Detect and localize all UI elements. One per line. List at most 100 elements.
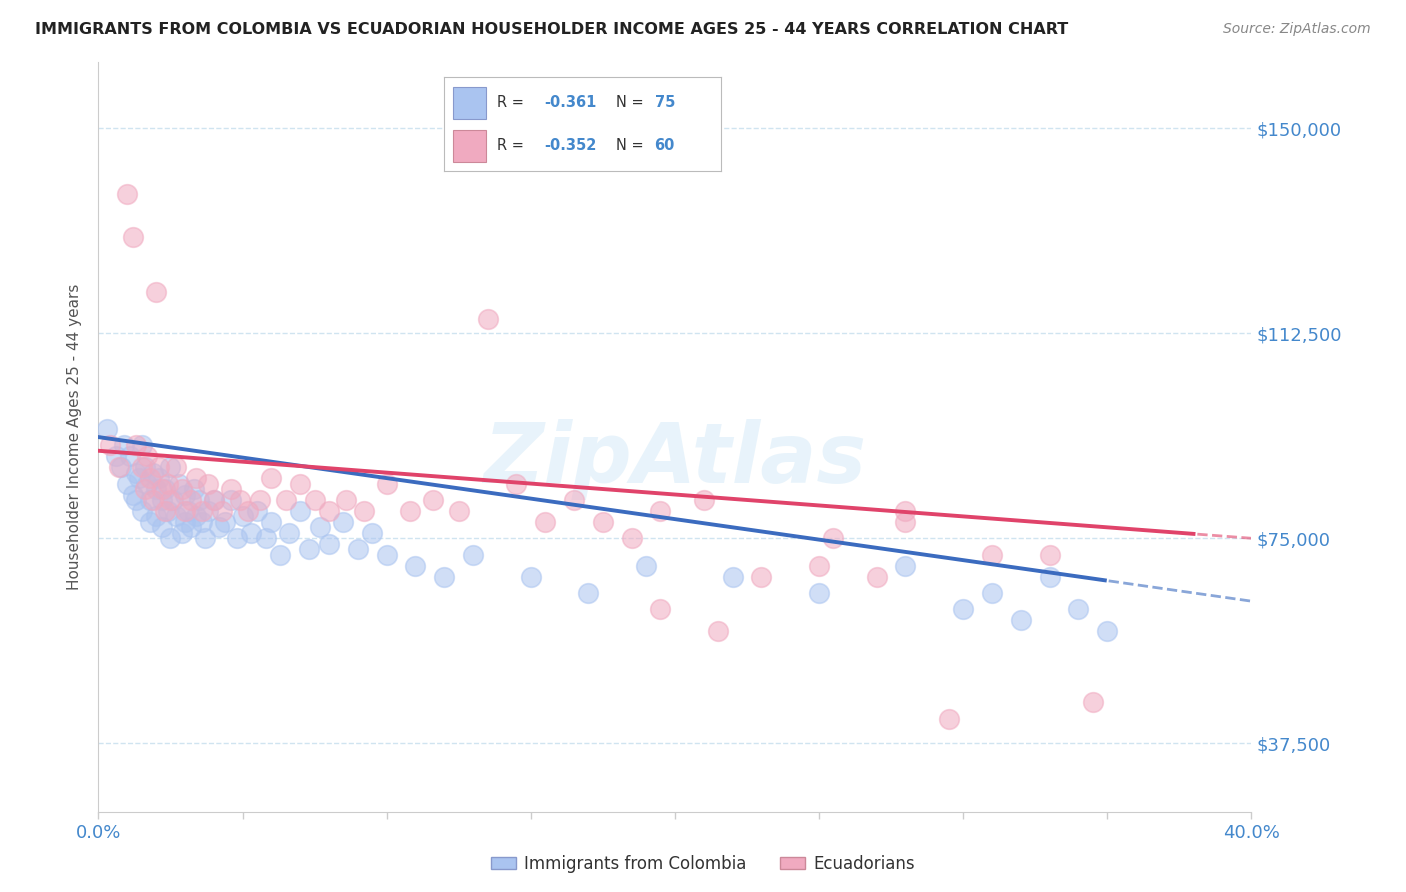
- Point: [122, 230, 145, 244]
- Point: [139, 515, 162, 529]
- Point: [461, 548, 484, 562]
- Text: IMMIGRANTS FROM COLOMBIA VS ECUADORIAN HOUSEHOLDER INCOME AGES 25 - 44 YEARS COR: IMMIGRANTS FROM COLOMBIA VS ECUADORIAN H…: [35, 22, 1069, 37]
- Text: ZipAtlas: ZipAtlas: [484, 419, 866, 500]
- Point: [534, 515, 557, 529]
- Point: [332, 515, 354, 529]
- Point: [277, 525, 299, 540]
- Point: [170, 482, 193, 496]
- Point: [150, 520, 173, 534]
- Point: [96, 422, 118, 436]
- Point: [125, 466, 148, 480]
- Point: [894, 515, 917, 529]
- Point: [823, 531, 845, 545]
- Point: [592, 515, 614, 529]
- Point: [318, 504, 340, 518]
- Point: [620, 531, 643, 545]
- Point: [167, 476, 190, 491]
- Point: [202, 493, 225, 508]
- Point: [145, 482, 167, 496]
- Point: [125, 438, 148, 452]
- Point: [1081, 695, 1104, 709]
- Point: [197, 476, 219, 491]
- Point: [150, 493, 173, 508]
- Point: [174, 504, 197, 518]
- Point: [112, 438, 135, 452]
- Point: [398, 504, 420, 518]
- Point: [139, 471, 162, 485]
- Point: [122, 487, 145, 501]
- Point: [707, 624, 730, 639]
- Point: [346, 542, 368, 557]
- Point: [183, 482, 205, 496]
- Point: [894, 504, 917, 518]
- Text: Source: ZipAtlas.com: Source: ZipAtlas.com: [1223, 22, 1371, 37]
- Point: [131, 438, 153, 452]
- Point: [107, 460, 129, 475]
- Point: [361, 525, 384, 540]
- Point: [136, 449, 159, 463]
- Point: [578, 586, 600, 600]
- Point: [1097, 624, 1119, 639]
- Point: [422, 493, 444, 508]
- Point: [290, 476, 312, 491]
- Point: [117, 476, 139, 491]
- Point: [274, 493, 297, 508]
- Point: [148, 471, 170, 485]
- Point: [211, 504, 233, 518]
- Point: [142, 466, 165, 480]
- Point: [938, 712, 960, 726]
- Point: [981, 586, 1004, 600]
- Point: [309, 520, 332, 534]
- Point: [751, 569, 773, 583]
- Point: [98, 438, 121, 452]
- Point: [186, 471, 208, 485]
- Point: [162, 493, 184, 508]
- Point: [225, 531, 247, 545]
- Point: [650, 602, 672, 616]
- Point: [214, 515, 236, 529]
- Point: [1039, 569, 1062, 583]
- Legend: Immigrants from Colombia, Ecuadorians: Immigrants from Colombia, Ecuadorians: [484, 848, 922, 880]
- Point: [260, 471, 283, 485]
- Point: [254, 531, 277, 545]
- Point: [142, 493, 165, 508]
- Point: [117, 186, 139, 201]
- Point: [186, 509, 208, 524]
- Point: [170, 525, 193, 540]
- Point: [375, 476, 398, 491]
- Point: [148, 460, 170, 475]
- Point: [191, 504, 214, 518]
- Point: [405, 558, 427, 573]
- Point: [139, 493, 162, 508]
- Point: [177, 504, 200, 518]
- Point: [693, 493, 716, 508]
- Point: [165, 460, 187, 475]
- Point: [269, 548, 291, 562]
- Point: [180, 520, 202, 534]
- Point: [197, 504, 219, 518]
- Point: [145, 509, 167, 524]
- Point: [159, 531, 181, 545]
- Point: [318, 537, 340, 551]
- Point: [159, 493, 181, 508]
- Point: [335, 493, 357, 508]
- Point: [231, 509, 254, 524]
- Point: [808, 586, 831, 600]
- Point: [228, 493, 250, 508]
- Point: [353, 504, 375, 518]
- Point: [134, 482, 156, 496]
- Point: [153, 482, 176, 496]
- Point: [125, 493, 148, 508]
- Point: [110, 460, 132, 475]
- Point: [246, 504, 269, 518]
- Point: [447, 504, 470, 518]
- Point: [240, 525, 263, 540]
- Point: [174, 515, 197, 529]
- Point: [952, 602, 974, 616]
- Point: [477, 312, 499, 326]
- Point: [136, 476, 159, 491]
- Point: [721, 569, 744, 583]
- Point: [562, 493, 585, 508]
- Point: [188, 493, 211, 508]
- Point: [298, 542, 321, 557]
